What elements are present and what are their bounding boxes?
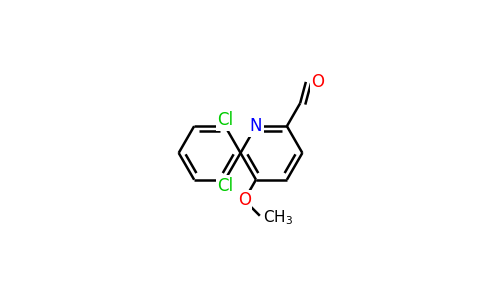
Text: Cl: Cl xyxy=(217,177,233,195)
Text: O: O xyxy=(311,73,324,91)
Text: Cl: Cl xyxy=(217,111,233,129)
Text: N: N xyxy=(250,117,262,135)
Text: O: O xyxy=(238,191,251,209)
Text: CH$_3$: CH$_3$ xyxy=(263,208,293,226)
